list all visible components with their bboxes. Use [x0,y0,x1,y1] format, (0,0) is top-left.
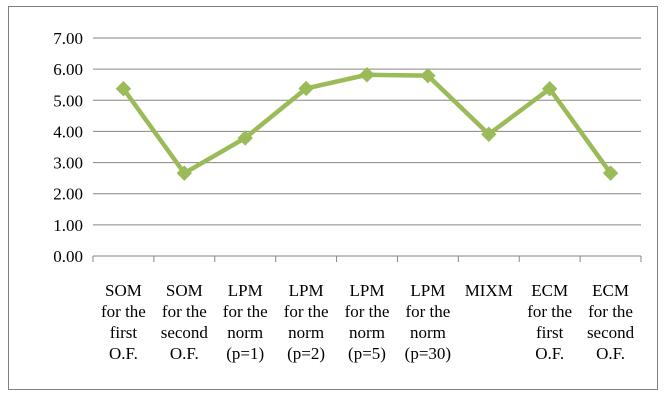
x-tick-label: for the [345,302,390,321]
x-tick-label: second [161,323,209,342]
data-point-marker [481,126,497,142]
data-point-marker [359,67,375,83]
y-tick-label: 6.00 [53,60,83,79]
x-tick-label: MIXM [465,281,513,300]
x-tick-label: norm [349,323,385,342]
x-tick-label: norm [410,323,446,342]
x-tick-label: (p=2) [287,344,325,363]
data-point-marker [176,165,193,181]
x-tick-label: for the [162,302,207,321]
x-tick-label: for the [527,302,572,321]
x-tick-label: (p=5) [348,344,386,363]
x-tick-label: O.F. [170,344,199,363]
x-tick-label: O.F. [596,344,625,363]
chart-frame [8,6,658,390]
x-tick-label: first [536,323,564,342]
gridlines [92,37,642,262]
x-tick-label: first [110,323,138,342]
x-tick-label: for the [223,302,268,321]
x-tick-label: norm [227,323,263,342]
x-tick-label: LPM [350,281,385,300]
x-tick-label: norm [288,323,324,342]
x-tick-label: ECM [531,281,568,300]
data-point-marker [541,81,558,97]
series-layer [115,67,619,181]
y-tick-label: 3.00 [53,154,83,173]
x-tick-label: ECM [592,281,629,300]
y-tick-label: 5.00 [53,91,83,110]
x-tick-label: SOM [105,281,142,300]
x-tick-label: LPM [410,281,445,300]
x-tick-label: O.F. [109,344,138,363]
y-tick-label: 7.00 [53,29,83,48]
x-axis-ticks: SOM for the first O.F. SOM for the second O.F. L… [101,281,635,363]
y-tick-label: 4.00 [53,122,83,141]
x-tick-label: O.F. [535,344,564,363]
y-axis-ticks: 0.00 1.00 2.00 3.00 4.00 5.00 6.00 7.00 [53,29,83,266]
x-tick-label: (p=30) [405,344,451,363]
x-tick-label: for the [284,302,329,321]
y-tick-label: 2.00 [53,185,83,204]
y-tick-label: 0.00 [53,247,83,266]
data-point-marker [602,165,619,181]
y-tick-label: 1.00 [53,216,83,235]
x-tick-label: for the [101,302,146,321]
x-tick-label: for the [405,302,450,321]
x-tick-label: second [587,323,635,342]
x-tick-label: for the [588,302,633,321]
x-tick-label: SOM [166,281,203,300]
data-point-marker [420,67,436,84]
data-point-marker [298,80,314,97]
x-tick-label: LPM [289,281,324,300]
data-point-marker [115,81,132,97]
data-point-marker [237,130,253,146]
series-line [121,72,613,176]
x-tick-label: (p=1) [226,344,264,363]
x-tick-label: LPM [228,281,263,300]
